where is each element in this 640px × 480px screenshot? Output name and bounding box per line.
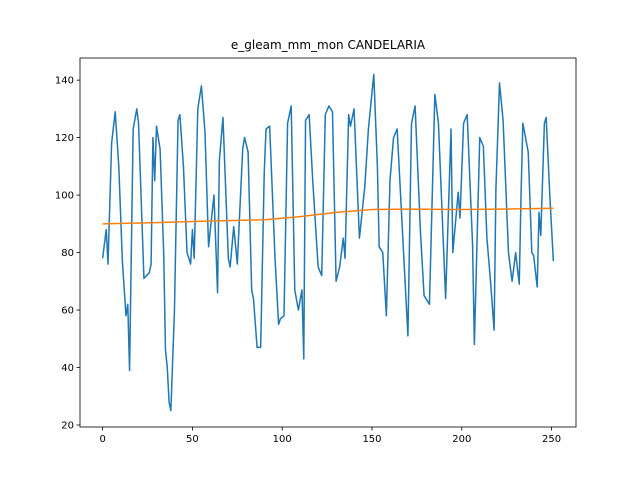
y-tick-label: 40 <box>61 363 74 374</box>
y-tick-label: 140 <box>55 76 74 87</box>
plot-frame <box>79 57 577 428</box>
x-tick-label: 100 <box>273 434 292 445</box>
y-tick-label: 20 <box>61 420 74 431</box>
x-tick-label: 200 <box>452 434 471 445</box>
chart-title: e_gleam_mm_mon CANDELARIA <box>231 38 426 52</box>
y-tick-label: 80 <box>61 248 74 259</box>
y-tick-label: 60 <box>61 306 74 317</box>
y-tick-label: 120 <box>55 133 74 144</box>
line-series <box>102 207 554 225</box>
x-tick-label: 50 <box>186 434 199 445</box>
y-tick-label: 100 <box>55 191 74 202</box>
x-tick-label: 250 <box>542 434 561 445</box>
x-tick-label: 150 <box>362 434 381 445</box>
x-tick-label: 0 <box>99 434 105 445</box>
line-series <box>101 73 555 412</box>
